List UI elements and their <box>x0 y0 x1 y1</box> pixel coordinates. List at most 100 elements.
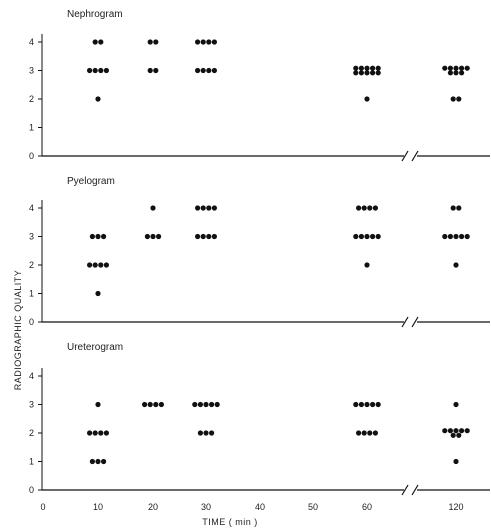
data-point <box>103 262 109 268</box>
x-tick-label: 50 <box>308 502 318 512</box>
x-axis-title: TIME ( min ) <box>202 517 258 527</box>
data-point <box>464 65 470 71</box>
data-point <box>153 401 159 408</box>
panel-title: Pyelogram <box>67 176 115 187</box>
data-point <box>370 233 376 240</box>
y-tick-label: 1 <box>29 457 34 467</box>
data-point <box>92 67 98 74</box>
axis-break-mark <box>411 150 419 162</box>
y-axis-title: RADIOGRAPHIC QUALITY <box>13 270 23 391</box>
data-point <box>459 70 465 76</box>
data-point <box>356 205 362 211</box>
data-point <box>195 39 201 45</box>
data-point <box>95 290 101 297</box>
data-point <box>98 67 104 74</box>
y-tick-label: 2 <box>29 94 34 104</box>
axis-break-mark <box>411 316 419 328</box>
data-point <box>447 70 453 76</box>
data-point <box>150 233 156 240</box>
data-point <box>209 401 215 408</box>
data-point <box>453 262 459 268</box>
y-tick-label: 2 <box>29 428 34 438</box>
data-point <box>459 65 465 71</box>
data-point <box>158 401 164 408</box>
data-point <box>101 458 107 465</box>
data-point <box>211 233 217 240</box>
y-tick-label: 3 <box>29 66 34 76</box>
data-point <box>464 428 470 434</box>
data-point <box>197 401 203 408</box>
panel-title: Ureterogram <box>67 342 123 353</box>
axis-break-mark <box>411 484 419 496</box>
data-point <box>200 205 206 211</box>
data-point <box>450 205 456 211</box>
data-point <box>358 65 364 71</box>
axis-break-mark <box>401 150 409 162</box>
data-point <box>147 401 153 408</box>
data-point <box>442 65 448 71</box>
y-tick-label: 4 <box>29 37 34 47</box>
data-point <box>372 430 378 436</box>
data-point <box>142 401 148 408</box>
data-point <box>153 39 159 45</box>
data-point <box>356 430 362 436</box>
data-point <box>367 430 373 436</box>
data-point <box>214 401 220 408</box>
data-point <box>358 70 364 76</box>
data-point <box>370 401 376 408</box>
axis-break-mark <box>401 316 409 328</box>
y-tick-label: 1 <box>29 123 34 133</box>
y-tick-label: 0 <box>29 485 34 495</box>
data-point <box>98 262 104 268</box>
data-point <box>103 67 109 74</box>
data-point <box>442 233 448 240</box>
data-point <box>156 233 162 240</box>
data-point <box>203 401 209 408</box>
data-point <box>459 233 465 240</box>
data-point <box>101 233 107 240</box>
data-point <box>361 430 367 436</box>
data-point <box>353 65 359 71</box>
y-tick-label: 3 <box>29 400 34 410</box>
data-point <box>364 401 370 408</box>
data-point <box>459 428 465 434</box>
data-point <box>375 70 381 76</box>
data-point <box>353 70 359 76</box>
y-tick-label: 4 <box>29 371 34 381</box>
data-point <box>364 233 370 240</box>
data-point <box>361 205 367 211</box>
data-point <box>150 205 156 211</box>
data-point <box>95 96 101 102</box>
data-point <box>95 233 101 240</box>
data-point <box>206 67 212 74</box>
data-point <box>450 432 456 438</box>
data-point <box>447 65 453 71</box>
data-point <box>195 205 201 211</box>
data-point <box>147 67 153 74</box>
data-point <box>370 70 376 76</box>
data-point <box>450 96 456 102</box>
y-tick-label: 0 <box>29 317 34 327</box>
data-point <box>453 70 459 76</box>
y-tick-label: 4 <box>29 203 34 213</box>
data-point <box>375 401 381 408</box>
data-point <box>89 458 95 465</box>
data-point <box>211 205 217 211</box>
data-point <box>92 430 98 436</box>
data-point <box>464 233 470 240</box>
data-point <box>372 205 378 211</box>
data-point <box>89 233 95 240</box>
panel-title: Nephrogram <box>67 9 123 20</box>
data-point <box>364 96 370 102</box>
x-tick-label: 40 <box>255 502 265 512</box>
data-point <box>447 233 453 240</box>
y-tick-label: 1 <box>29 289 34 299</box>
data-point <box>364 65 370 71</box>
data-point <box>370 65 376 71</box>
data-point <box>358 233 364 240</box>
data-point <box>95 401 101 408</box>
data-point <box>456 205 462 211</box>
data-point <box>200 233 206 240</box>
data-point <box>200 39 206 45</box>
